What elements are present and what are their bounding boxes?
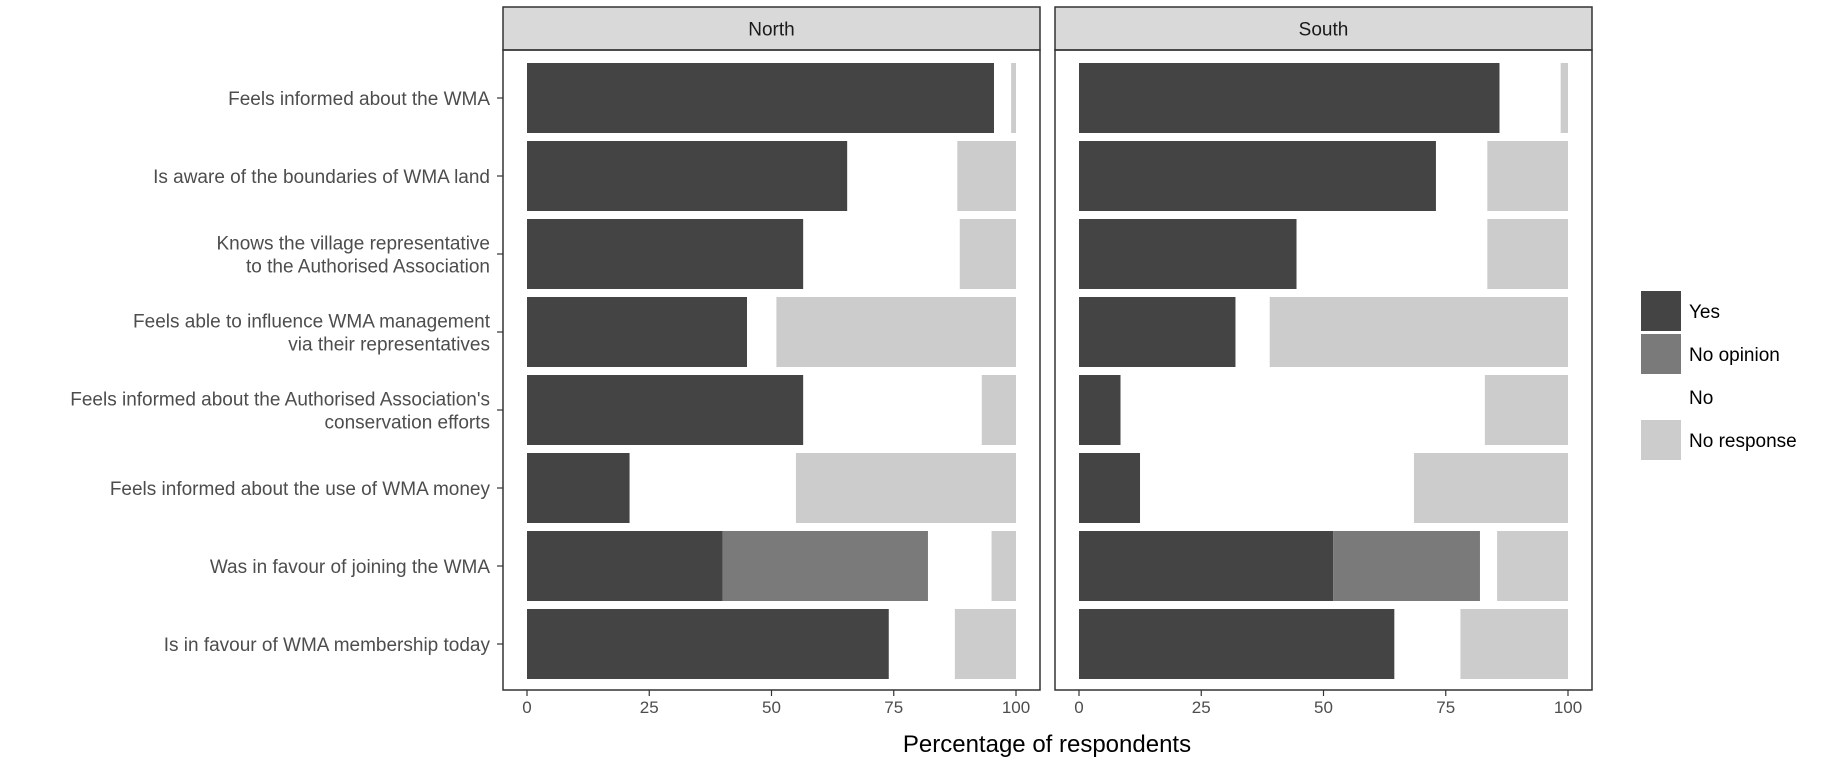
- bar-no-response: [991, 531, 1016, 601]
- legend-item-yes: Yes: [1641, 291, 1720, 331]
- bar-yes: [527, 375, 804, 445]
- bar-yes: [1079, 453, 1141, 523]
- bar-no-response: [1487, 219, 1568, 289]
- bar-no-response: [776, 297, 1016, 367]
- bar-no-response: [957, 141, 1016, 211]
- bar-yes: [1079, 141, 1436, 211]
- bar-no-response: [795, 453, 1016, 523]
- bar-yes: [527, 609, 889, 679]
- bar-yes: [527, 531, 723, 601]
- x-tick-label: 0: [1074, 698, 1083, 717]
- bar-no-response: [1560, 63, 1568, 133]
- legend-key: [1641, 420, 1681, 460]
- facet-strip-label: South: [1299, 20, 1349, 41]
- bar-no: [1140, 453, 1414, 523]
- x-tick-label: 25: [1192, 698, 1211, 717]
- bar-no-response: [1269, 297, 1568, 367]
- bar-yes: [1079, 297, 1236, 367]
- bar-no: [1394, 609, 1461, 679]
- legend-item-no: No: [1641, 377, 1713, 417]
- legend-key: [1641, 334, 1681, 374]
- bar-yes: [1079, 63, 1500, 133]
- category-label: Feels informed about the WMA: [228, 89, 490, 110]
- legend-label: No response: [1689, 431, 1797, 452]
- category-label: Is in favour of WMA membership today: [164, 635, 491, 656]
- bar-no-response: [959, 219, 1016, 289]
- bar-yes: [527, 219, 804, 289]
- bar-no: [927, 531, 992, 601]
- legend-label: No opinion: [1689, 345, 1780, 366]
- bar-no: [1499, 63, 1561, 133]
- bar-no-response: [1413, 453, 1568, 523]
- x-tick-label: 100: [1002, 698, 1030, 717]
- bar-no: [747, 297, 777, 367]
- bar-no: [993, 63, 1012, 133]
- bar-yes: [1079, 219, 1297, 289]
- bar-yes: [1079, 375, 1121, 445]
- bar-no: [888, 609, 955, 679]
- bars: [1079, 63, 1568, 679]
- bar-yes: [1079, 531, 1334, 601]
- facet-panel-south: South 0 25 50 75 100: [1054, 6, 1593, 717]
- legend-key: [1641, 291, 1681, 331]
- category-label: Knows the village representative to the A…: [216, 234, 490, 278]
- bar-no-response: [954, 609, 1016, 679]
- bar-no: [847, 141, 958, 211]
- bar-no-response: [1497, 531, 1568, 601]
- bar-no: [629, 453, 796, 523]
- facet-strip: [502, 6, 1041, 51]
- x-tick-label: 0: [522, 698, 531, 717]
- x-tick-label: 50: [762, 698, 781, 717]
- legend-item-no-response: No response: [1641, 420, 1797, 460]
- category-labels: Feels informed about the WMA Is aware of …: [70, 89, 503, 656]
- facet-panel-north: North 0 25 50 75 100: [502, 6, 1041, 717]
- legend: Yes No opinion No No response: [1641, 291, 1797, 460]
- category-label: Is aware of the boundaries of WMA land: [153, 167, 490, 188]
- bar-no-response: [1460, 609, 1568, 679]
- bar-no-opinion: [1333, 531, 1480, 601]
- legend-item-no-opinion: No opinion: [1641, 334, 1780, 374]
- bar-no-response: [981, 375, 1016, 445]
- bar-yes: [527, 297, 748, 367]
- facet-strip-label: North: [748, 20, 794, 41]
- bar-yes: [527, 453, 630, 523]
- bar-no: [1435, 141, 1488, 211]
- legend-label: Yes: [1689, 302, 1720, 323]
- bar-no: [803, 219, 960, 289]
- bar-no: [1235, 297, 1270, 367]
- x-tick-label: 25: [640, 698, 659, 717]
- bar-no-opinion: [722, 531, 928, 601]
- bars: [527, 63, 1016, 679]
- bar-yes: [1079, 609, 1395, 679]
- facet-panels: North 0 25 50 75 100 South 0 25 50 75 100: [502, 6, 1593, 717]
- x-axis-ticks: 0 25 50 75 100: [522, 690, 1030, 717]
- category-label: Feels able to influence WMA management vi…: [133, 312, 491, 356]
- x-tick-label: 50: [1314, 698, 1333, 717]
- bar-yes: [527, 141, 848, 211]
- bar-no-response: [1484, 375, 1568, 445]
- x-axis-title: Percentage of respondents: [903, 731, 1191, 758]
- bar-yes: [527, 63, 994, 133]
- bar-no-response: [1011, 63, 1016, 133]
- x-tick-label: 100: [1554, 698, 1582, 717]
- bar-no-response: [1487, 141, 1568, 211]
- legend-label: No: [1689, 388, 1713, 409]
- bar-no: [1120, 375, 1485, 445]
- category-label: Was in favour of joining the WMA: [210, 557, 491, 578]
- legend-key: [1641, 377, 1681, 417]
- category-label: Feels informed about the use of WMA mone…: [110, 479, 491, 500]
- bar-no: [1479, 531, 1498, 601]
- bar-no: [1296, 219, 1488, 289]
- x-axis-ticks: 0 25 50 75 100: [1074, 690, 1582, 717]
- bar-no: [803, 375, 982, 445]
- x-tick-label: 75: [884, 698, 903, 717]
- facet-strip: [1054, 6, 1593, 51]
- category-label: Feels informed about the Authorised Asso…: [70, 390, 490, 434]
- x-tick-label: 75: [1436, 698, 1455, 717]
